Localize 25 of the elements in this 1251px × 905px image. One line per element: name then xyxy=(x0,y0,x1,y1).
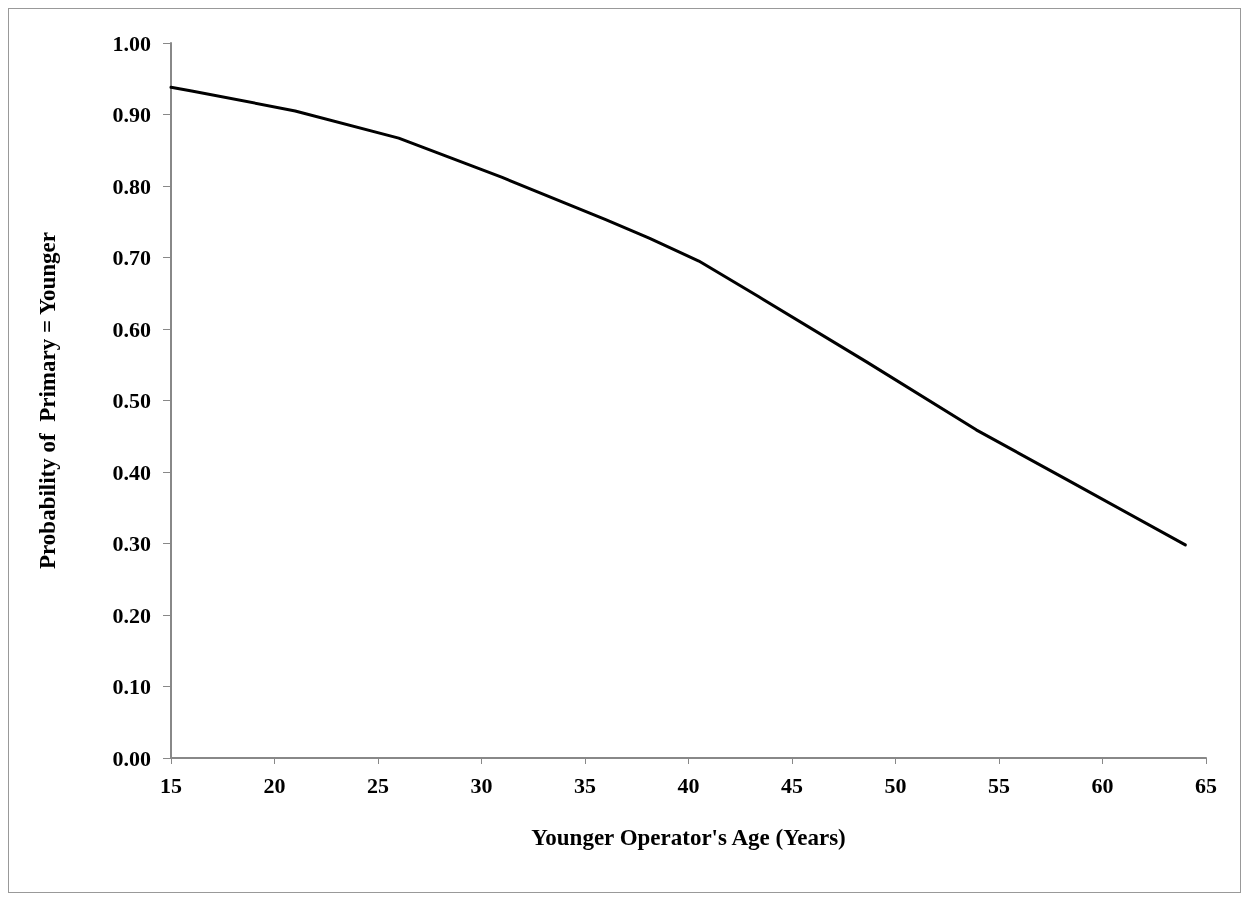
y-tick-label: 1.00 xyxy=(112,30,151,56)
x-tick-label: 40 xyxy=(677,772,700,798)
y-tick-label: 0.30 xyxy=(112,531,151,556)
x-tick-label: 65 xyxy=(1195,772,1217,798)
x-axis-title: Younger Operator's Age (Years) xyxy=(531,825,846,850)
x-tick-label: 30 xyxy=(470,772,493,798)
y-tick-label: 0.60 xyxy=(112,316,151,342)
y-tick-label: 0.90 xyxy=(112,102,151,127)
y-tick-label: 0.70 xyxy=(112,245,151,270)
y-tick-label: 0.20 xyxy=(112,602,151,628)
x-tick-label: 50 xyxy=(884,772,907,798)
y-tick-label: 0.00 xyxy=(112,745,151,771)
x-tick-label: 15 xyxy=(160,772,182,798)
x-tick-label: 35 xyxy=(574,772,596,798)
x-tick-label: 25 xyxy=(367,772,389,798)
x-tick-label: 55 xyxy=(988,772,1010,798)
x-tick-label: 60 xyxy=(1091,772,1114,798)
x-tick-label: 20 xyxy=(263,772,286,798)
line-series xyxy=(169,85,1187,547)
y-tick-label: 0.80 xyxy=(112,173,151,199)
y-axis-title: Probability of Primary = Younger xyxy=(35,232,60,569)
x-tick-label: 45 xyxy=(781,772,803,798)
y-tick-label: 0.50 xyxy=(112,388,151,413)
y-tick-label: 0.40 xyxy=(112,459,151,485)
y-tick-label: 0.10 xyxy=(112,674,151,699)
